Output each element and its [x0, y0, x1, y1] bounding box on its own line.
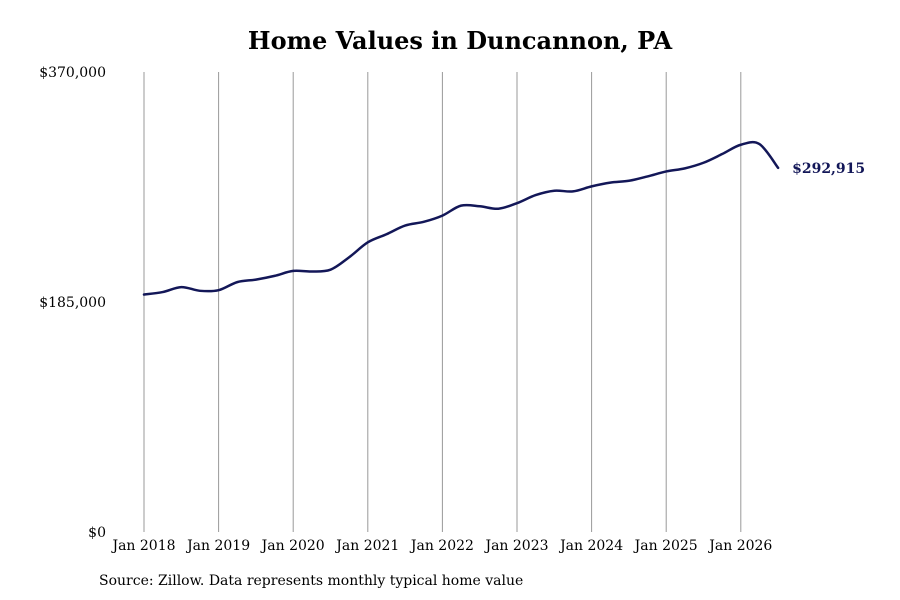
series-layer [142, 140, 780, 296]
chart-title: Home Values in Duncannon, PA [247, 26, 673, 55]
x-tick-label-0: Jan 2018 [110, 538, 175, 554]
x-tick-label-4: Jan 2022 [409, 538, 474, 554]
source-note: Source: Zillow. Data represents monthly … [99, 573, 524, 589]
x-tick-label-8: Jan 2026 [707, 538, 772, 554]
x-axis-tick-labels: Jan 2018 Jan 2019 Jan 2020 Jan 2021 Jan 2022… [110, 538, 772, 554]
y-tick-label-2: $370,000 [39, 65, 106, 81]
y-tick-label-1: $185,000 [39, 295, 106, 311]
x-tick-label-3: Jan 2021 [334, 538, 399, 554]
x-tick-label-1: Jan 2019 [185, 538, 250, 554]
x-tick-label-7: Jan 2025 [633, 538, 698, 554]
y-axis-tick-labels: $0 $185,000 $370,000 [39, 65, 106, 541]
grid-lines [143, 72, 742, 532]
x-tick-label-2: Jan 2020 [260, 538, 325, 554]
x-tick-label-5: Jan 2023 [483, 538, 548, 554]
latest-value-label: $292,915 [792, 161, 865, 177]
x-tick-label-6: Jan 2024 [558, 538, 623, 554]
y-tick-label-0: $0 [88, 525, 106, 541]
series-line-0 [142, 140, 780, 296]
